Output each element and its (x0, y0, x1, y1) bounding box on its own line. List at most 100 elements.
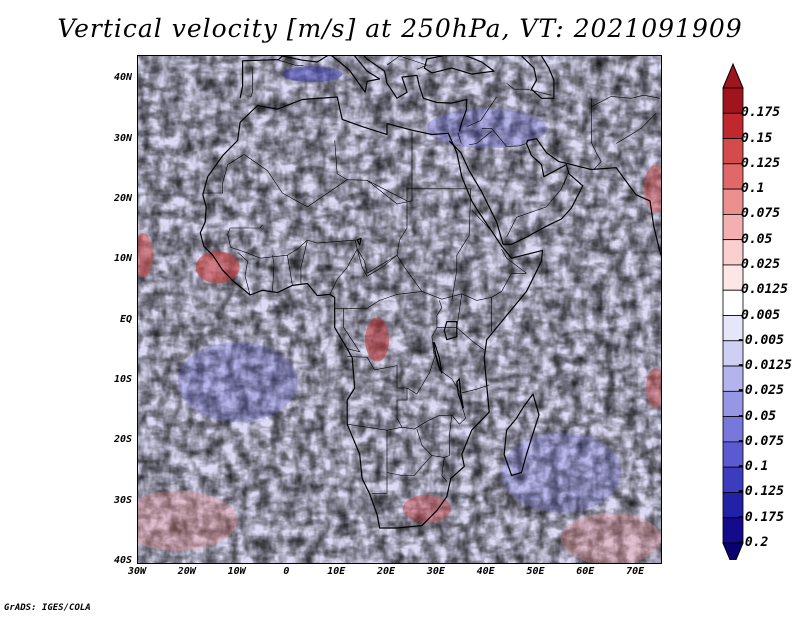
lat-tick-label: 20N (113, 192, 132, 204)
colorbar-label: 0.025 (741, 256, 781, 272)
colorbar-label: 0.075 (741, 206, 781, 222)
lat-tick-label: 20S (113, 434, 132, 446)
country-border (356, 200, 408, 274)
country-border (334, 291, 422, 309)
coastline (423, 56, 495, 75)
country-border (466, 96, 497, 127)
country-border (616, 113, 657, 144)
colorbar-label: -0.025 (737, 383, 784, 399)
colorbar-swatch (722, 213, 744, 241)
country-border (386, 455, 433, 476)
country-border (202, 154, 245, 194)
colorbar-min-arrow (722, 542, 744, 560)
lon-tick-label: 40E (476, 566, 495, 577)
colorbar-label: 0.15 (741, 130, 773, 146)
country-border (436, 327, 485, 351)
colorbar-label: -0.2 (737, 535, 769, 550)
lake-outline (432, 342, 443, 374)
country-border (563, 170, 570, 185)
velocity-cell (561, 512, 661, 563)
coastline (448, 138, 661, 256)
colorbar-swatch (722, 112, 744, 139)
colorbar-swatch (722, 188, 744, 215)
colorbar-label: 0.05 (741, 231, 773, 247)
country-border (471, 209, 502, 247)
lake-outline (443, 321, 458, 341)
lat-tick-label: EQ (119, 313, 132, 325)
lake-outline (356, 237, 362, 246)
colorbar-swatch (722, 264, 744, 291)
lon-tick-label: 0 (283, 566, 290, 577)
country-border (506, 176, 567, 238)
country-border (457, 132, 462, 144)
country-border (441, 457, 448, 482)
lon-tick-label: 50E (526, 566, 545, 577)
country-border (461, 384, 490, 394)
colorbar (722, 62, 744, 560)
lon-tick-label: 70E (626, 566, 645, 577)
country-border (329, 248, 358, 295)
country-border (451, 188, 471, 301)
colorbar-label: -0.0125 (737, 358, 792, 374)
lon-tick-label: 60E (576, 566, 595, 577)
lat-tick-label: 30S (113, 494, 132, 506)
lat-tick-label: 30N (113, 132, 132, 144)
colorbar-label: -0.075 (737, 433, 784, 449)
colorbar-label: 0.175 (741, 105, 781, 121)
colorbar-label: -0.175 (737, 509, 784, 525)
country-border (501, 248, 527, 274)
country-border (347, 348, 467, 431)
velocity-cell (402, 494, 451, 523)
colorbar-swatch (722, 163, 744, 190)
country-border (396, 388, 408, 428)
map-title: Vertical velocity [m/s] at 250hPa, VT: 2… (57, 14, 743, 43)
colorbar-label: 0.005 (741, 307, 781, 323)
country-border (481, 128, 527, 147)
velocity-cell (365, 317, 390, 362)
colorbar-max-arrow (722, 62, 744, 89)
country-border (343, 308, 361, 353)
colorbar-swatch (722, 289, 744, 316)
lon-tick-label: 30E (426, 566, 445, 577)
country-border (347, 300, 443, 395)
velocity-cell (138, 490, 238, 551)
lat-tick-label: 40N (113, 72, 132, 84)
colorbar-label: -0.005 (737, 332, 784, 348)
colorbar-label: -0.125 (737, 484, 784, 500)
country-border (278, 59, 304, 66)
country-border (506, 82, 552, 96)
velocity-cell (646, 367, 661, 408)
grads-credit: GrADS: IGES/COLA (4, 603, 91, 613)
country-border (250, 68, 253, 98)
colorbar-label: 0.0125 (741, 282, 788, 298)
lon-tick-label: 10E (327, 566, 346, 577)
country-border (386, 56, 428, 70)
lon-tick-label: 10W (227, 566, 246, 577)
country-border (287, 255, 293, 286)
country-border (272, 255, 275, 292)
lat-tick-label: 10S (113, 373, 132, 385)
country-border (456, 293, 463, 328)
country-border (300, 240, 308, 284)
lon-tick-label: 30W (127, 566, 147, 577)
vertical-velocity-field (138, 56, 661, 563)
velocity-cell (501, 432, 622, 513)
coastline (521, 56, 555, 99)
country-border (243, 154, 412, 208)
colorbar-label: -0.1 (737, 459, 769, 475)
map-panel[interactable] (137, 55, 662, 564)
colorbar-swatch (722, 87, 744, 114)
country-border (366, 131, 413, 205)
velocity-cell (282, 66, 343, 83)
country-border (469, 131, 492, 145)
colorbar-swatch (722, 138, 744, 165)
country-border (227, 224, 527, 301)
lon-tick-label: 20E (377, 566, 396, 577)
colorbar-swatch (722, 239, 744, 266)
coastline (239, 56, 468, 132)
lat-tick-label: 40S (113, 555, 132, 566)
country-border (334, 140, 348, 180)
lon-tick-label: 20W (177, 566, 196, 577)
lat-tick-label: 10N (113, 253, 132, 265)
colorbar-label: 0.1 (741, 181, 765, 197)
